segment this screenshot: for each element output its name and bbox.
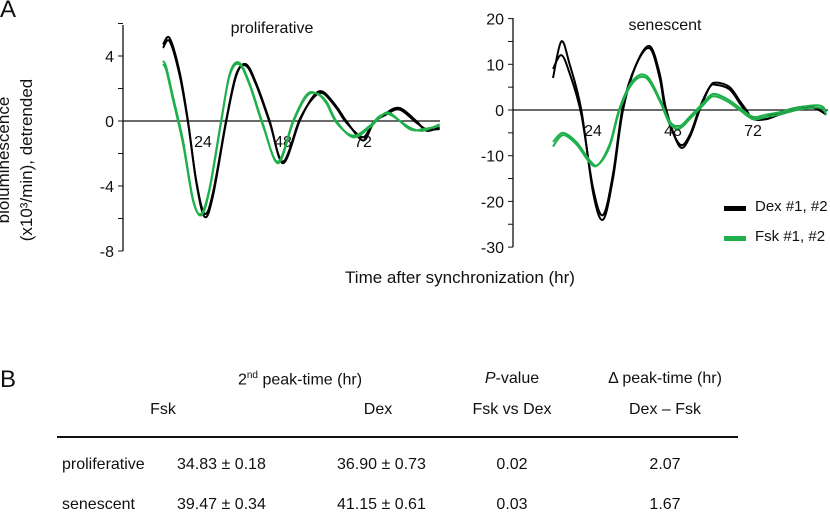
y-axis-label-line2: (x10³/min), detrended (17, 78, 36, 242)
cell-p: 0.02 (496, 456, 528, 473)
y-tick-label: -10 (481, 149, 504, 166)
x-tick-label: 72 (744, 123, 762, 140)
header-peak-sup: nd (246, 370, 258, 381)
cell-delta: 2.07 (649, 456, 681, 473)
y-tick-label: -8 (100, 244, 114, 261)
x-tick-label: 24 (194, 134, 212, 151)
header-difference: Dex – Fsk (628, 401, 702, 418)
series-line-fsk-2 (162, 62, 441, 216)
y-tick-label: -30 (481, 240, 504, 257)
cell-dex: 41.15 ± 0.61 (337, 496, 426, 513)
table-rule (57, 436, 738, 438)
cell-delta: 1.67 (649, 496, 681, 513)
legend-label-fsk: Fsk #1, #2 (755, 228, 826, 245)
x-axis-label: Time after synchronization (hr) (345, 268, 575, 287)
series-line-fsk-2 (552, 73, 828, 168)
header-fsk: Fsk (150, 401, 176, 418)
header-peak-num: 2 (237, 371, 247, 389)
cell-dex: 36.90 ± 0.73 (337, 456, 426, 473)
cell-fsk: 34.83 ± 0.18 (177, 456, 266, 473)
header-peak-time: 2nd peak-time (hr) (238, 370, 362, 389)
header-dex: Dex (363, 401, 393, 418)
chart-title-senescent: senescent (628, 17, 702, 34)
y-tick-label: 0 (495, 103, 504, 120)
header-comparison: Fsk vs Dex (472, 401, 552, 418)
header-p-italic: P (484, 370, 496, 387)
row-label: proliferative (62, 456, 145, 473)
y-tick-label: -4 (100, 179, 114, 196)
series-line-dex-2 (162, 39, 440, 215)
panel-a-label: A (0, 0, 17, 23)
y-tick-label: 0 (105, 114, 114, 131)
chart-title-proliferative: proliferative (230, 20, 314, 37)
y-tick-label: -20 (481, 194, 504, 211)
cell-fsk: 39.47 ± 0.34 (177, 496, 266, 513)
header-p-text: -value (495, 370, 540, 387)
x-tick-label: 24 (584, 123, 602, 140)
legend-label-dex: Dex #1, #2 (755, 198, 828, 215)
legend-swatch-fsk (724, 236, 746, 241)
series-line-dex-1 (162, 36, 440, 219)
y-axis-label-line1: bioluminescence (0, 96, 13, 224)
y-tick-label: 4 (105, 49, 114, 66)
header-p-value: P-value (485, 370, 539, 388)
y-tick-label: 10 (486, 57, 504, 74)
header-delta: Δ peak-time (hr) (608, 370, 722, 387)
header-peak-text: peak-time (hr) (258, 371, 363, 389)
cell-p: 0.03 (496, 496, 528, 513)
panel-b-label: B (0, 366, 17, 393)
y-tick-label: 20 (486, 12, 504, 29)
row-label: senescent (62, 496, 135, 513)
series-line-fsk-1 (552, 75, 828, 167)
legend-swatch-dex (724, 206, 746, 211)
